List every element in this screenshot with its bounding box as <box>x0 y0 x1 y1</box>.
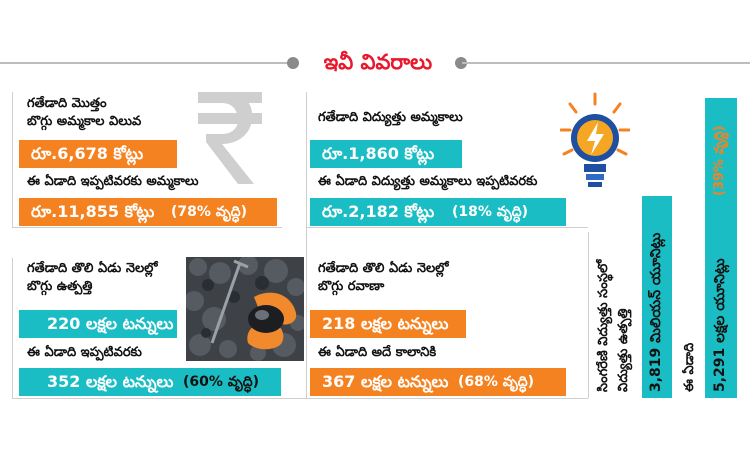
page-title: ఇవీ వివరాలు <box>323 50 433 74</box>
power-sales-this-year-bar: రూ.2,182 కోట్లు (18% వృద్ధి) <box>310 198 566 226</box>
transport-this-year-bar: 367 లక్షల టన్నులు (68% వృద్ధి) <box>310 368 566 396</box>
revenue-label-2: బొగ్గు అమ్మకాల విలువ <box>27 114 142 129</box>
revenue-label-1: గతేడాది మొత్తం <box>27 96 107 111</box>
bulb-icon <box>560 92 630 187</box>
generation-label-1: సింగరేణి విద్యుత్తు సంస్థలో <box>596 259 611 392</box>
header-line-left <box>0 62 292 64</box>
production-label-2: బొగ్గు ఉత్పత్తి <box>27 279 93 294</box>
revenue-this-year-value: రూ.11,855 కోట్లు <box>31 202 155 221</box>
divider <box>306 227 588 228</box>
power-sales-growth: (18% వృద్ధి) <box>452 204 528 220</box>
header-dot-right <box>455 57 467 69</box>
generation-this-year-value: 5,291 లక్షల యూనిట్లు <box>712 258 728 392</box>
production-this-year-bar: 352 లక్షల టన్నులు (60% వృద్ధి) <box>19 368 281 396</box>
production-last-year-bar: 220 లక్షల టన్నులు <box>19 310 177 338</box>
power-sales-this-year-label: ఈ ఏడాది విద్యుత్తు అమ్మకాలు ఇప్పటివరకు <box>318 174 538 189</box>
header-line-right <box>462 62 750 64</box>
divider <box>12 92 13 227</box>
transport-last-year-bar: 218 లక్షల టన్నులు <box>310 310 466 338</box>
generation-last-year-bar <box>642 196 672 398</box>
revenue-this-year-label: ఈ ఏడాది ఇప్పటివరకు అమ్మకాలు <box>27 174 199 189</box>
transport-this-year-value: 367 లక్షల టన్నులు <box>322 372 449 391</box>
divider <box>12 227 282 228</box>
power-sales-label: గతేడాది విద్యుత్తు అమ్మకాలు <box>318 110 463 125</box>
generation-last-year-value: 3,819 మిలియన్ యూనిట్లు <box>648 232 664 392</box>
generation-this-year-label: ఈ ఏడాది <box>682 342 697 392</box>
transport-label-2: బొగ్గు రవాణా <box>318 279 385 294</box>
production-this-year-label: ఈ ఏడాది ఇప్పటివరకు <box>27 345 142 360</box>
generation-growth: (39% వృద్ధి) <box>712 125 727 196</box>
production-growth: (60% వృద్ధి) <box>183 374 259 390</box>
power-sales-this-year-value: రూ.2,182 కోట్లు <box>322 202 435 221</box>
transport-this-year-label: ఈ ఏడాది అదే కాలానికి <box>318 345 437 360</box>
production-last-year-value: 220 లక్షల టన్నులు <box>47 314 174 333</box>
divider <box>306 92 307 398</box>
production-this-year-value: 352 లక్షల టన్నులు <box>47 372 174 391</box>
revenue-this-year-bar: రూ.11,855 కోట్లు (78% వృద్ధి) <box>19 198 277 226</box>
rupee-icon <box>198 92 262 184</box>
generation-this-year-bar <box>705 98 737 398</box>
revenue-last-year-bar: రూ.6,678 కోట్లు <box>19 140 177 168</box>
revenue-last-year-value: రూ.6,678 కోట్లు <box>31 144 144 163</box>
transport-last-year-value: 218 లక్షల టన్నులు <box>322 314 449 333</box>
transport-growth: (68% వృద్ధి) <box>458 374 534 390</box>
transport-label-1: గతేడాది తొలి ఏడు నెలల్లో <box>318 261 449 276</box>
divider <box>588 232 589 398</box>
divider <box>12 398 306 399</box>
production-label-1: గతేడాది తొలి ఏడు నెలల్లో <box>27 261 158 276</box>
header-dot-left <box>287 57 299 69</box>
revenue-growth: (78% వృద్ధి) <box>171 204 247 220</box>
coal-photo <box>186 257 304 361</box>
generation-label-2: విద్యుత్తు ఉత్పత్తి <box>616 308 631 392</box>
divider <box>306 398 588 399</box>
divider <box>12 258 13 398</box>
power-sales-last-year-bar: రూ.1,860 కోట్లు <box>310 140 462 168</box>
power-sales-last-year-value: రూ.1,860 కోట్లు <box>322 144 435 163</box>
